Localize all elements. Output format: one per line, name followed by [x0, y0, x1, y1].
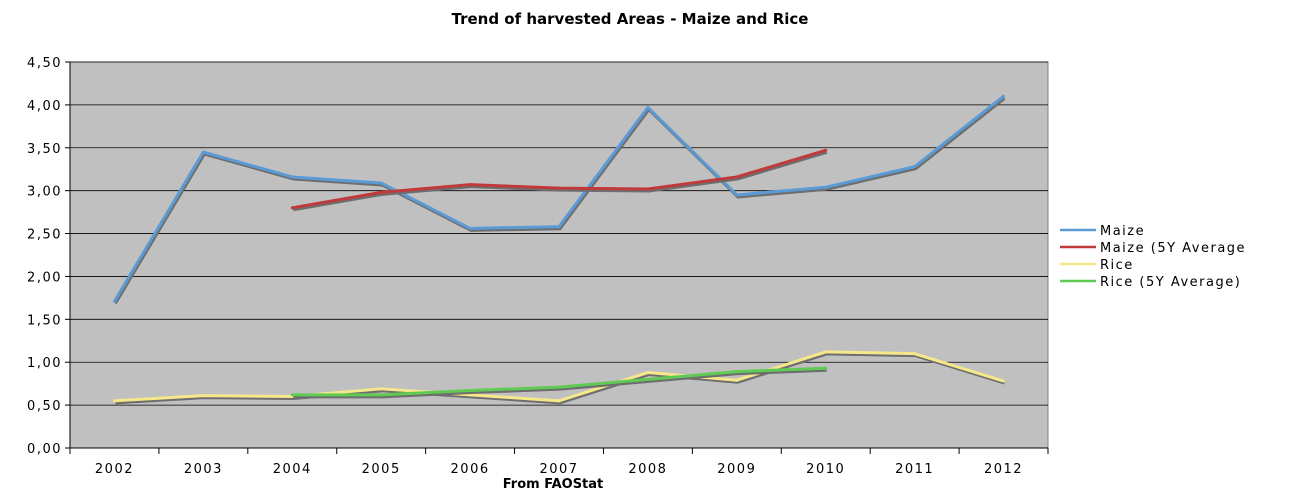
axes — [69, 62, 1048, 449]
series-lines — [112, 94, 1006, 405]
x-tick-label: 2011 — [895, 462, 934, 477]
x-tick-label: 2012 — [984, 462, 1023, 477]
data-point — [824, 185, 828, 189]
series-shadow-1 — [293, 150, 828, 212]
data-point — [557, 186, 561, 190]
y-tick-label: 3,00 — [27, 185, 62, 200]
data-point — [557, 399, 561, 403]
data-point — [913, 165, 917, 169]
y-tick-label: 1,00 — [27, 356, 62, 371]
data-point — [913, 352, 917, 356]
data-point — [379, 393, 383, 397]
y-axis-ticks: 0,00 0,50 1,00 1,50 2,00 2,50 3,00 3,50 4,00 4,50 — [27, 56, 70, 457]
data-point — [646, 377, 650, 381]
x-tick-label: 2003 — [184, 462, 223, 477]
y-tick-label: 4,50 — [27, 56, 62, 71]
data-point — [557, 225, 561, 229]
x-tick-label: 2009 — [717, 462, 756, 477]
data-point — [646, 105, 650, 109]
data-point — [735, 175, 739, 179]
data-point — [646, 187, 650, 191]
data-point — [379, 181, 383, 185]
series-shadow-3 — [293, 368, 827, 399]
legend-label: Maize — [1100, 224, 1145, 239]
chart-title: Trend of harvested Areas - Maize and Ric… — [452, 10, 809, 28]
data-point — [290, 175, 294, 179]
x-tick-label: 2002 — [95, 462, 134, 477]
y-tick-label: 4,00 — [27, 99, 62, 114]
data-point — [468, 183, 472, 187]
y-tick-label: 0,00 — [27, 442, 62, 457]
data-point — [290, 206, 294, 210]
x-tick-label: 2007 — [539, 462, 578, 477]
legend: Maize Maize (5Y Average Rice Rice (5Y Avera… — [1060, 224, 1246, 290]
data-point — [1002, 379, 1006, 383]
data-point — [290, 393, 294, 397]
data-point — [201, 150, 205, 154]
x-tick-label: 2008 — [628, 462, 667, 477]
x-tick-label: 2004 — [273, 462, 312, 477]
x-tick-label: 2010 — [806, 462, 845, 477]
data-point — [557, 385, 561, 389]
plot-area — [69, 61, 1049, 449]
data-point — [468, 226, 472, 230]
y-tick-label: 0,50 — [27, 399, 62, 414]
data-point — [379, 387, 383, 391]
data-point — [201, 394, 205, 398]
series-shadow-2 — [115, 352, 1005, 405]
series-shadow-0 — [114, 97, 1006, 305]
data-point — [379, 190, 383, 194]
x-axis-ticks: 2002 2003 2004 2005 2006 2007 2008 2009 2010 2011… — [69, 448, 1049, 477]
data-point — [646, 371, 650, 375]
y-tick-label: 2,00 — [27, 270, 62, 285]
data-point — [735, 370, 739, 374]
data-point — [468, 389, 472, 393]
data-point — [112, 399, 116, 403]
y-tick-label: 3,50 — [27, 142, 62, 157]
data-point — [824, 350, 828, 354]
x-axis-label: From FAOStat — [503, 477, 604, 490]
data-point — [735, 378, 739, 382]
x-tick-label: 2005 — [362, 462, 401, 477]
data-point — [112, 299, 116, 303]
data-point — [1002, 94, 1006, 98]
legend-label: Rice — [1100, 258, 1134, 273]
data-point — [824, 148, 828, 152]
y-tick-label: 2,50 — [27, 228, 62, 243]
legend-label: Maize (5Y Average — [1100, 241, 1246, 256]
data-point — [824, 366, 828, 370]
data-point — [735, 193, 739, 197]
y-tick-label: 1,50 — [27, 313, 62, 328]
x-tick-label: 2006 — [451, 462, 490, 477]
legend-label: Rice (5Y Average) — [1100, 275, 1241, 290]
